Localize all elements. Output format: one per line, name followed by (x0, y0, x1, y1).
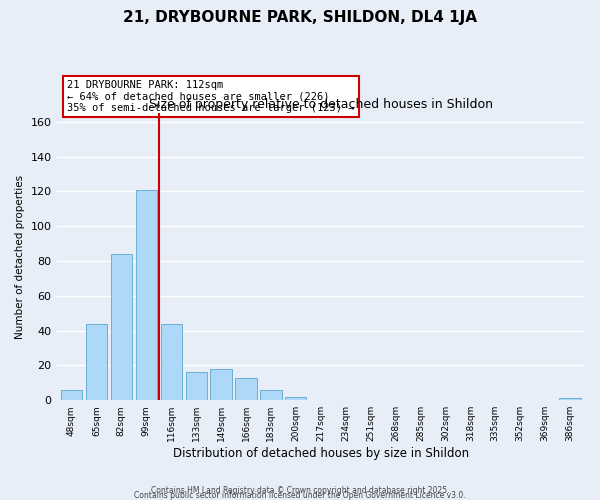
Text: 21 DRYBOURNE PARK: 112sqm
← 64% of detached houses are smaller (226)
35% of semi: 21 DRYBOURNE PARK: 112sqm ← 64% of detac… (67, 80, 355, 113)
Bar (185, 372, 207, 400)
Text: Contains HM Land Registry data © Crown copyright and database right 2025.: Contains HM Land Registry data © Crown c… (151, 486, 449, 495)
Bar (61, 390, 82, 400)
Text: Contains public sector information licensed under the Open Government Licence v3: Contains public sector information licen… (134, 491, 466, 500)
Title: Size of property relative to detached houses in Shildon: Size of property relative to detached ho… (149, 98, 493, 110)
Bar (211, 369, 232, 400)
Bar (285, 396, 307, 400)
Text: 21, DRYBOURNE PARK, SHILDON, DL4 1JA: 21, DRYBOURNE PARK, SHILDON, DL4 1JA (123, 10, 477, 25)
Bar (235, 378, 257, 400)
Bar (161, 324, 182, 400)
Bar (86, 324, 107, 400)
Bar (559, 398, 581, 400)
Y-axis label: Number of detached properties: Number of detached properties (15, 174, 25, 339)
Bar (136, 190, 157, 400)
Bar (111, 254, 132, 400)
X-axis label: Distribution of detached houses by size in Shildon: Distribution of detached houses by size … (173, 447, 469, 460)
Bar (260, 390, 281, 400)
